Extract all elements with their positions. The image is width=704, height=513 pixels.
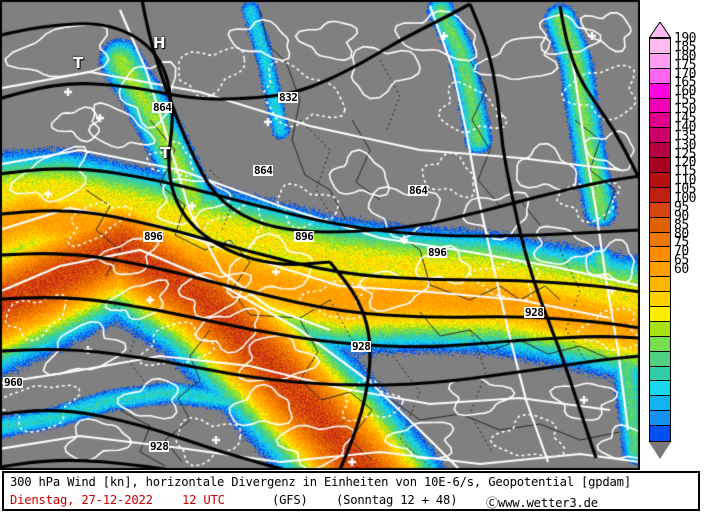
weather-map-panel[interactable]: 864 832 864 864 896 896 896 928 928 960 928 T H T xyxy=(0,0,640,470)
geopotential-contour-label: 864 xyxy=(408,184,429,197)
colorbar-tick-label: 65 xyxy=(674,253,689,269)
colorbar-tick-label: 125 xyxy=(674,146,696,162)
caption-date: Dienstag, 27-12-2022 xyxy=(10,493,153,507)
colorbar-tick-label: 115 xyxy=(674,164,696,180)
colorbar-swatch xyxy=(650,113,670,129)
colorbar-tick-label: 130 xyxy=(674,137,696,153)
copyright-icon: Ⓒ xyxy=(486,496,498,510)
colorbar-swatch xyxy=(650,202,670,218)
colorbar-swatch xyxy=(650,187,670,203)
geopotential-contour-label: 928 xyxy=(351,340,372,353)
colorbar-swatch xyxy=(650,396,670,412)
colorbar-tick-label: 170 xyxy=(674,66,696,82)
colorbar-tick-label: 75 xyxy=(674,235,689,251)
colorbar-tick-label: 160 xyxy=(674,84,696,100)
geopotential-contour-label: 928 xyxy=(524,306,545,319)
colorbar-swatch xyxy=(650,426,670,442)
colorbar-over-arrow-outline-icon xyxy=(649,22,671,38)
caption-box: 300 hPa Wind [kn], horizontale Divergenz… xyxy=(2,471,700,511)
geopotential-contour-label: 896 xyxy=(427,246,448,259)
colorbar-tick-label: 110 xyxy=(674,173,696,189)
colorbar-swatch xyxy=(650,307,670,322)
colorbar-tick-label: 175 xyxy=(674,57,696,73)
colorbar-tick-label: 85 xyxy=(674,217,689,233)
colorbar-swatch xyxy=(650,351,670,367)
colorbar-tick-label: 135 xyxy=(674,128,696,144)
colorbar-swatch xyxy=(650,262,670,278)
colorbar-swatch xyxy=(650,53,670,69)
colorbar-tick-label: 100 xyxy=(674,191,696,207)
colorbar-swatch xyxy=(650,217,670,233)
colorbar-swatch xyxy=(650,232,670,248)
pressure-low-marker: T xyxy=(73,54,84,72)
pressure-high-marker: H xyxy=(153,34,166,52)
colorbar-swatch xyxy=(650,321,670,337)
colorbar-swatch-stack xyxy=(649,38,671,443)
colorbar-tick-label: 120 xyxy=(674,155,696,171)
colorbar-swatch xyxy=(650,366,670,382)
colorbar-tick-label: 185 xyxy=(674,39,696,55)
colorbar-swatch xyxy=(650,158,670,174)
colorbar-swatch xyxy=(650,411,670,427)
colorbar-swatch xyxy=(650,83,670,99)
colorbar-swatch xyxy=(650,128,670,144)
caption-forecast-run: (Sonntag 12 + 48) xyxy=(336,493,458,507)
geopotential-contour-label: 896 xyxy=(143,230,164,243)
geopotential-contour-label: 864 xyxy=(152,101,173,114)
caption-title: 300 hPa Wind [kn], horizontale Divergenz… xyxy=(10,475,631,489)
colorbar-over-arrow-icon xyxy=(649,22,671,38)
wind-speed-colorbar: 190 185 180 175 170 165 160 155 150 145 140 135 130 1… xyxy=(640,0,704,470)
colorbar-tick-label: 190 xyxy=(674,31,696,46)
colorbar-swatch xyxy=(650,173,670,188)
caption-model: (GFS) xyxy=(272,493,308,507)
colorbar-swatch xyxy=(650,143,670,159)
geopotential-contour-label: 960 xyxy=(3,376,24,389)
colorbar-swatch xyxy=(650,68,670,84)
colorbar-swatch xyxy=(650,336,670,352)
colorbar-tick-label: 90 xyxy=(674,208,689,224)
colorbar-tick-label: 165 xyxy=(674,75,696,91)
caption-bar: 300 hPa Wind [kn], horizontale Divergenz… xyxy=(0,470,704,513)
colorbar-swatch xyxy=(650,39,670,54)
colorbar-tick-label: 105 xyxy=(674,182,696,198)
colorbar-swatch xyxy=(650,98,670,114)
colorbar-tick-label: 70 xyxy=(674,244,689,260)
caption-time: 12 UTC xyxy=(182,493,225,507)
colorbar-tick-labels: 190 185 180 175 170 165 160 155 150 145 140 135 130 1… xyxy=(674,32,704,278)
colorbar-tick-label: 155 xyxy=(674,93,696,109)
weather-map-canvas[interactable] xyxy=(0,0,640,470)
geopotential-contour-label: 928 xyxy=(149,440,170,453)
geopotential-contour-label: 832 xyxy=(278,91,299,104)
colorbar-tick-label: 180 xyxy=(674,48,696,64)
colorbar-tick-label: 60 xyxy=(674,262,689,278)
caption-copyright: Ⓒwww.wetter3.de xyxy=(486,493,598,511)
colorbar-swatch xyxy=(650,247,670,263)
pressure-low-marker: T xyxy=(160,144,171,162)
colorbar-tick-label: 140 xyxy=(674,119,696,135)
colorbar-tick-label: 145 xyxy=(674,111,696,127)
colorbar-tick-label: 80 xyxy=(674,226,689,242)
geopotential-contour-label: 896 xyxy=(294,230,315,243)
geopotential-contour-label: 864 xyxy=(253,164,274,177)
colorbar-under-arrow-icon xyxy=(649,442,671,460)
colorbar-tick-label: 95 xyxy=(674,199,689,215)
colorbar-swatch xyxy=(650,277,670,293)
caption-website: www.wetter3.de xyxy=(498,496,598,510)
colorbar-tick-label: 150 xyxy=(674,102,696,118)
colorbar-swatch xyxy=(650,381,670,397)
colorbar-swatch xyxy=(650,292,670,308)
